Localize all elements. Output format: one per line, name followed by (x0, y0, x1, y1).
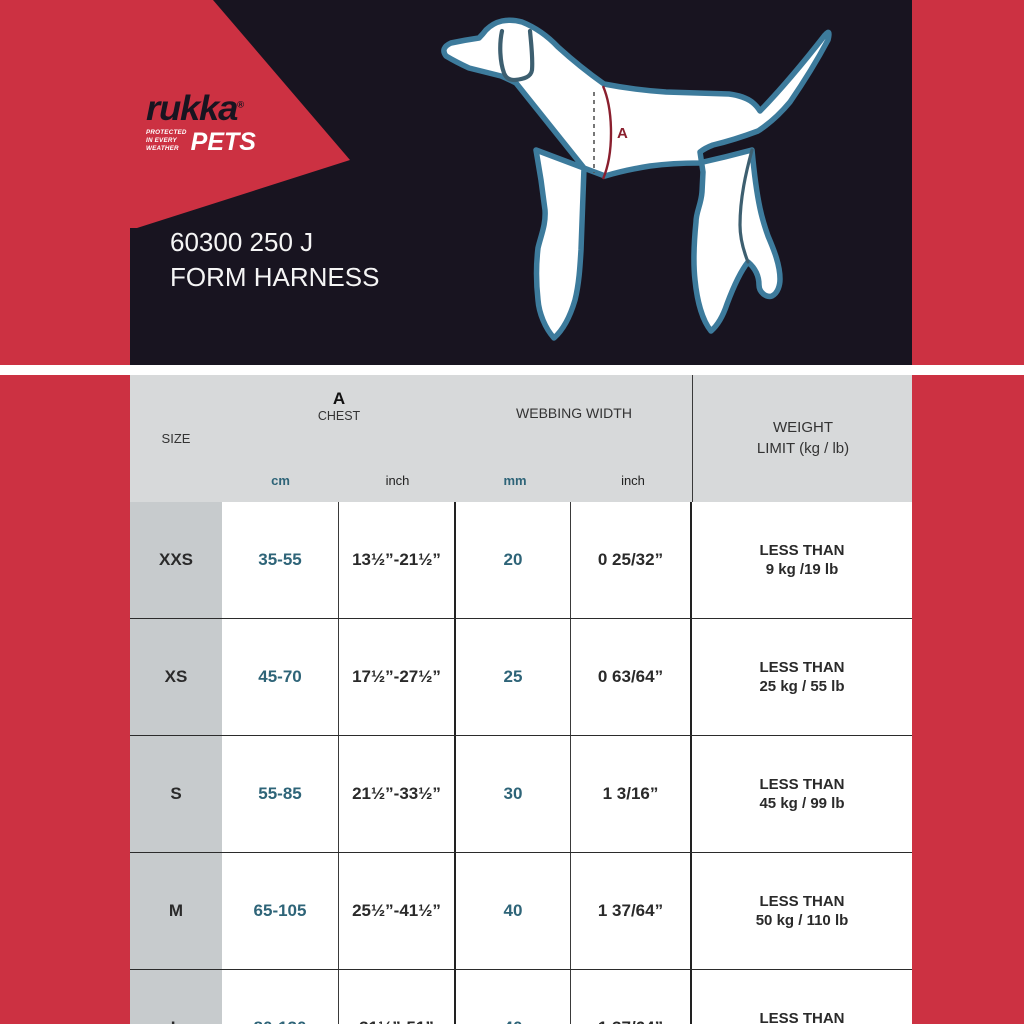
svg-text:A: A (617, 125, 628, 142)
